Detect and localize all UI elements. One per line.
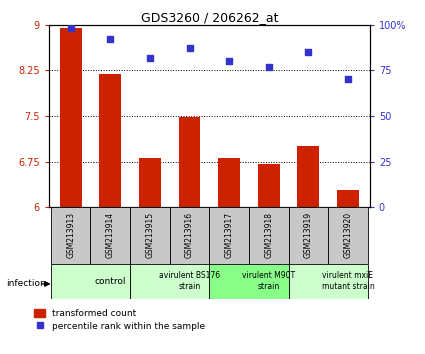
- Bar: [178, 116, 201, 207]
- Text: GSM213918: GSM213918: [264, 212, 273, 258]
- Bar: [258, 164, 280, 207]
- Bar: [249, 207, 289, 264]
- Bar: [289, 207, 328, 264]
- Point: [345, 77, 351, 82]
- Legend: transformed count, percentile rank within the sample: transformed count, percentile rank withi…: [34, 309, 205, 331]
- Text: GSM213914: GSM213914: [106, 212, 115, 258]
- Bar: [139, 158, 161, 207]
- Bar: [298, 146, 319, 207]
- Text: avirulent BS176
strain: avirulent BS176 strain: [159, 272, 220, 291]
- Text: infection: infection: [6, 279, 46, 289]
- Bar: [91, 207, 130, 264]
- Bar: [130, 207, 170, 264]
- Text: virulent mxiE
mutant strain: virulent mxiE mutant strain: [322, 272, 374, 291]
- Point: [305, 49, 312, 55]
- Bar: [60, 28, 82, 207]
- Bar: [51, 207, 91, 264]
- Point: [107, 36, 113, 42]
- Text: virulent M90T
strain: virulent M90T strain: [242, 272, 295, 291]
- Text: GSM213917: GSM213917: [225, 212, 234, 258]
- Bar: [328, 207, 368, 264]
- Text: GSM213915: GSM213915: [145, 212, 154, 258]
- Text: GSM213919: GSM213919: [304, 212, 313, 258]
- Bar: [130, 264, 210, 299]
- Point: [226, 58, 232, 64]
- Point: [186, 46, 193, 51]
- Bar: [218, 158, 240, 207]
- Bar: [99, 74, 121, 207]
- Text: GSM213920: GSM213920: [343, 212, 352, 258]
- Point: [147, 55, 153, 61]
- Bar: [337, 190, 359, 207]
- Bar: [289, 264, 368, 299]
- Bar: [210, 207, 249, 264]
- Point: [265, 64, 272, 69]
- Bar: [51, 264, 130, 299]
- Text: GSM213913: GSM213913: [66, 212, 75, 258]
- Text: GSM213916: GSM213916: [185, 212, 194, 258]
- Bar: [210, 264, 289, 299]
- Bar: [170, 207, 210, 264]
- Text: control: control: [94, 277, 126, 286]
- Title: GDS3260 / 206262_at: GDS3260 / 206262_at: [141, 11, 278, 24]
- Point: [67, 25, 74, 31]
